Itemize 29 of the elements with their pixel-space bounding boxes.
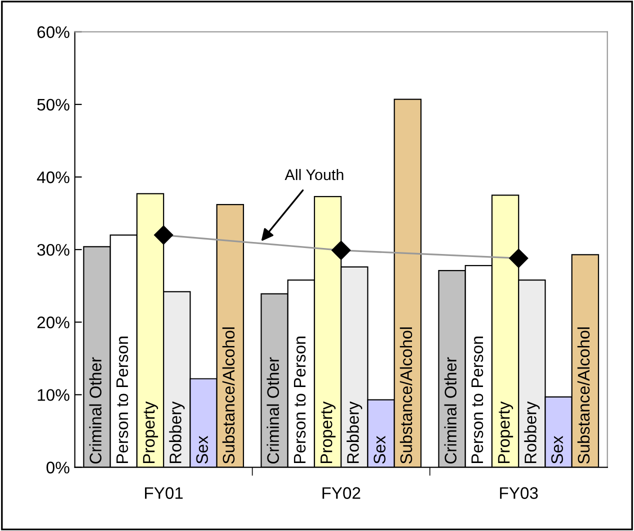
text: Sex bbox=[374, 436, 386, 464]
y-tick-label: 0% bbox=[46, 462, 70, 474]
text: Property bbox=[498, 401, 514, 464]
y-tick-label: 50% bbox=[37, 98, 70, 111]
series-label: Substance/Alcohol bbox=[222, 327, 235, 464]
text: Robbery bbox=[346, 401, 362, 464]
text: All Youth bbox=[284, 168, 344, 180]
x-tick-label: FY03 bbox=[500, 487, 538, 499]
text: Property bbox=[320, 401, 336, 464]
y-tick-label: 60% bbox=[37, 26, 70, 38]
series-label: Property bbox=[143, 401, 158, 464]
text: Criminal Other bbox=[266, 357, 279, 464]
series-label: Robbery bbox=[169, 401, 185, 464]
text: Robbery bbox=[524, 401, 540, 464]
text: Person to Person bbox=[472, 336, 484, 464]
series-label: Person to Person bbox=[116, 336, 128, 464]
y-tick-label: 30% bbox=[37, 244, 70, 256]
y-tick-label: 40% bbox=[36, 171, 70, 184]
text: Sex bbox=[551, 436, 564, 464]
x-tick-label: FY01 bbox=[145, 487, 183, 499]
series-label: Criminal Other bbox=[89, 357, 102, 464]
x-tick-label: FY02 bbox=[322, 487, 360, 499]
text: Criminal Other bbox=[444, 357, 457, 464]
y-tick-label: 20% bbox=[37, 316, 70, 328]
y-tick-label: 10% bbox=[38, 389, 70, 401]
text: Person to Person bbox=[294, 336, 306, 464]
text: Substance/Alcohol bbox=[400, 327, 412, 464]
text: Substance/Alcohol bbox=[577, 327, 590, 464]
series-label: Sex bbox=[196, 436, 208, 464]
